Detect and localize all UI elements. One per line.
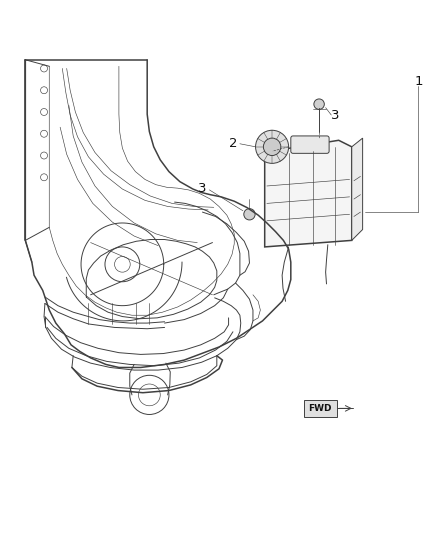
Text: 3: 3	[198, 182, 207, 195]
Circle shape	[314, 99, 324, 109]
Text: 1: 1	[414, 76, 423, 88]
Circle shape	[244, 208, 255, 220]
FancyBboxPatch shape	[291, 136, 329, 154]
Text: 2: 2	[229, 138, 237, 150]
FancyArrowPatch shape	[339, 406, 351, 411]
Text: 3: 3	[332, 109, 340, 122]
Circle shape	[255, 130, 289, 163]
Circle shape	[263, 138, 281, 156]
FancyBboxPatch shape	[304, 400, 336, 417]
Polygon shape	[352, 138, 363, 240]
Text: FWD: FWD	[308, 404, 332, 413]
Polygon shape	[265, 140, 352, 247]
